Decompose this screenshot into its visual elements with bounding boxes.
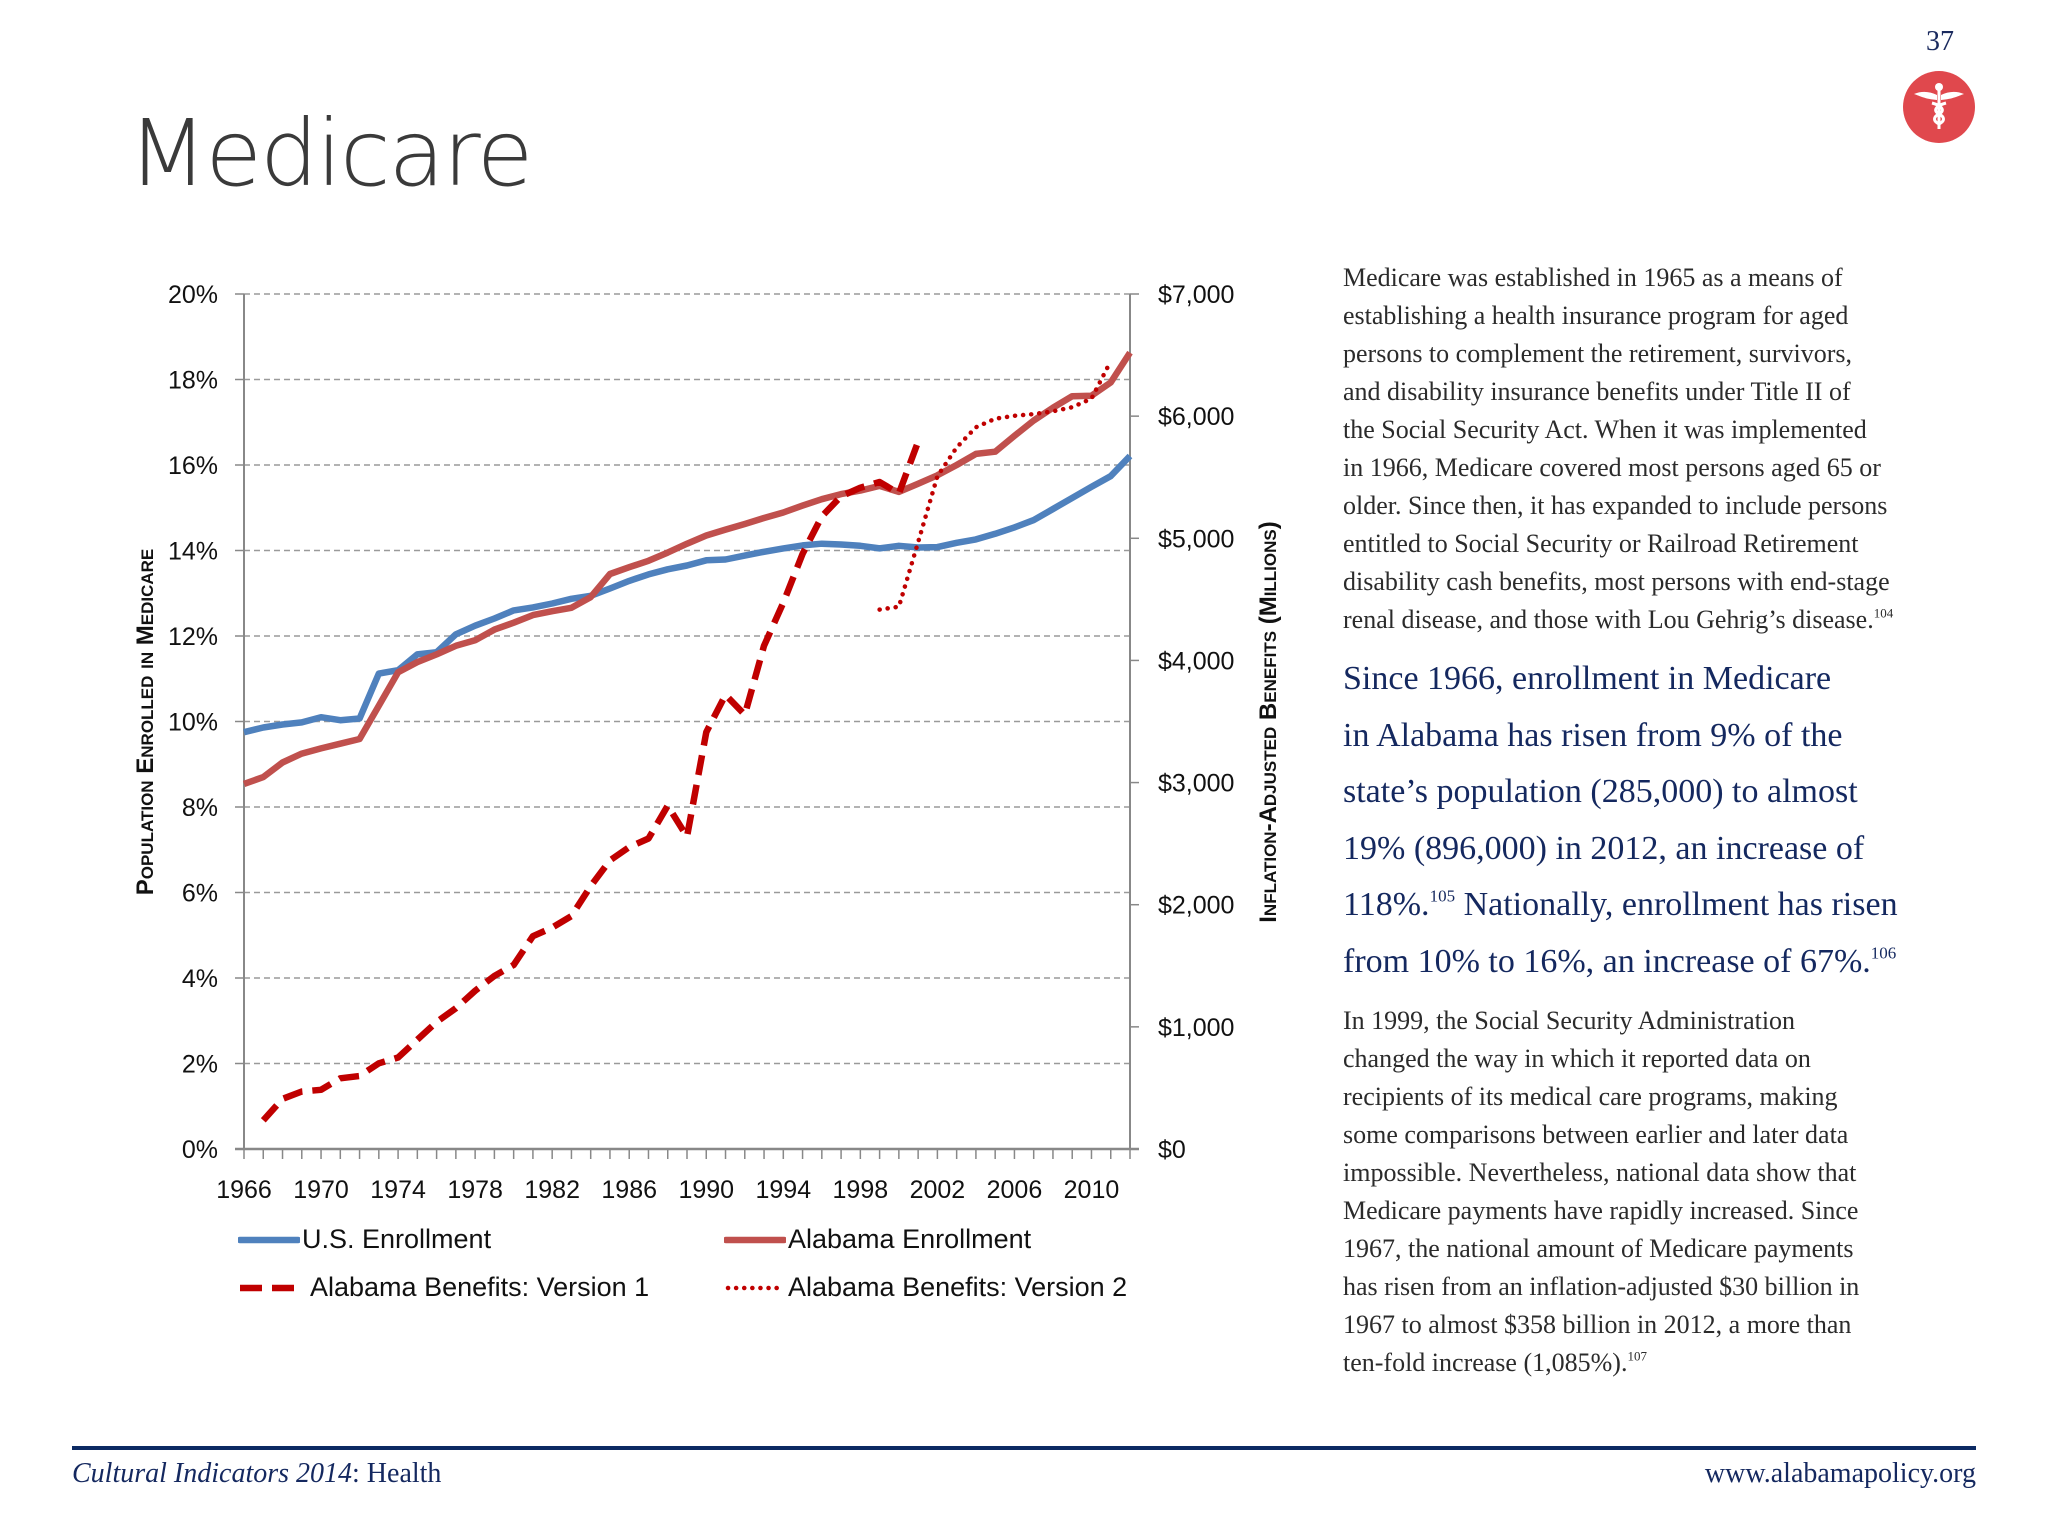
x-tick-label: 2002 [910, 1176, 966, 1204]
page-number: 37 [1926, 26, 1954, 57]
legend-label: U.S. Enrollment [302, 1224, 492, 1254]
x-tick-label: 1982 [524, 1176, 580, 1204]
text-line: some comparisons between earlier and lat… [1343, 1120, 1849, 1149]
text-line: renal disease, and those with Lou Gehrig… [1343, 605, 1894, 634]
text-line: 118%.105 Nationally, enrollment has rise… [1343, 886, 1898, 923]
legend-swatch-solid-red [724, 1236, 786, 1243]
y2-tick-label: $0 [1158, 1136, 1186, 1164]
text-line: disability cash benefits, most persons w… [1343, 567, 1890, 596]
series-lines [242, 350, 1133, 1123]
highlight-paragraph: Since 1966, enrollment in Medicare in Ala… [1343, 651, 1898, 990]
tick-labels: 0% 2% 4% 6% 8% 10% 12% 14% 16% 18% 20% $0 $1,000 $2,0… [168, 281, 1235, 1204]
closing-paragraph: In 1999, the Social Security Administrat… [1343, 1002, 1859, 1382]
y-tick-label: 20% [168, 281, 218, 309]
footnote-ref: 104 [1873, 605, 1894, 621]
series-line-benefits-v2 [877, 358, 1113, 612]
text-line: has risen from an inflation-adjusted $30… [1343, 1272, 1860, 1301]
y-tick-label: 4% [182, 965, 218, 993]
x-tick-label: 2006 [987, 1176, 1043, 1204]
x-tick-label: 2010 [1064, 1176, 1120, 1204]
y-tick-label: 2% [182, 1051, 218, 1079]
legend-label: Alabama Benefits: Version 1 [310, 1272, 650, 1302]
text-line: the Social Security Act. When it was imp… [1343, 415, 1867, 444]
footer-website[interactable]: www.alabamapolicy.org [1704, 1458, 1976, 1489]
legend-swatch-dashed [240, 1284, 298, 1291]
text-line: state’s population (285,000) to almost [1343, 773, 1858, 810]
x-tick-label: 1974 [370, 1176, 426, 1204]
y2-tick-label: $3,000 [1158, 770, 1234, 798]
footer-rule [72, 1446, 1976, 1450]
legend-benefits-v2: Alabama Benefits: Version 2 [724, 1272, 1127, 1303]
y-tick-label: 0% [182, 1136, 218, 1164]
text-line: 1967, the national amount of Medicare pa… [1343, 1234, 1854, 1263]
x-tick-label: 1990 [678, 1176, 734, 1204]
text-line: Medicare was established in 1965 as a me… [1343, 263, 1843, 292]
text-line: impossible. Nevertheless, national data … [1343, 1158, 1857, 1187]
legend-us-enrollment: U.S. Enrollment [238, 1224, 491, 1255]
legend-swatch-solid-blue [238, 1236, 300, 1243]
text-line: in Alabama has risen from 9% of the [1343, 716, 1843, 754]
text-line: changed the way in which it reported dat… [1343, 1044, 1811, 1073]
y2-tick-label: $6,000 [1158, 403, 1234, 431]
page-title: Medicare [128, 100, 533, 207]
y2-tick-label: $7,000 [1158, 281, 1234, 309]
text-line: recipients of its medical care programs,… [1343, 1082, 1838, 1111]
text-line: persons to complement the retirement, su… [1343, 339, 1853, 368]
legend-label: Alabama Benefits: Version 2 [788, 1272, 1128, 1302]
series-line-us-enrollment [243, 453, 1133, 736]
caduceus-icon [1903, 71, 1975, 143]
axes [235, 293, 1139, 1159]
y2-tick-label: $1,000 [1158, 1014, 1234, 1042]
x-tick-label: 1986 [601, 1176, 657, 1204]
y-axis-title: Population Enrolled in Medicare [132, 549, 159, 896]
x-tick-label: 1966 [216, 1176, 272, 1204]
text-line: In 1999, the Social Security Administrat… [1343, 1006, 1796, 1035]
footer-publication: Cultural Indicators 2014: Health [72, 1458, 442, 1489]
legend-benefits-v1: Alabama Benefits: Version 1 [238, 1272, 649, 1303]
text-line: Medicare payments have rapidly increased… [1343, 1196, 1859, 1225]
text-line: 1967 to almost $358 billion in 2012, a m… [1343, 1310, 1852, 1339]
y-tick-label: 16% [168, 452, 218, 480]
y2-tick-label: $2,000 [1158, 892, 1234, 920]
x-tick-label: 1998 [833, 1176, 889, 1204]
text-line: ten-fold increase (1,085%).107 [1343, 1348, 1647, 1377]
x-tick-label: 1994 [755, 1176, 811, 1204]
text-line: Since 1966, enrollment in Medicare [1343, 660, 1832, 697]
text-line: and disability insurance benefits under … [1343, 377, 1851, 406]
y-tick-label: 14% [168, 538, 218, 566]
text-line: 19% (896,000) in 2012, an increase of [1343, 829, 1865, 867]
legend-swatch-dotted [725, 1285, 785, 1290]
y2-axis-title: Inflation-Adjusted Benefits (Millions) [1255, 521, 1282, 923]
footnote-ref: 105 [1429, 886, 1456, 906]
y2-tick-label: $4,000 [1158, 647, 1234, 675]
legend-label: Alabama Enrollment [788, 1224, 1032, 1254]
y-tick-label: 18% [168, 367, 218, 395]
x-tick-label: 1978 [447, 1176, 503, 1204]
intro-paragraph: Medicare was established in 1965 as a me… [1343, 259, 1893, 639]
y-tick-label: 6% [182, 880, 218, 908]
series-line-benefits-v1 [260, 440, 922, 1123]
text-line: from 10% to 16%, an increase of 67%.106 [1343, 942, 1897, 980]
y-tick-label: 10% [168, 709, 218, 737]
text-line: in 1966, Medicare covered most persons a… [1343, 453, 1881, 482]
text-line: older. Since then, it has expanded to in… [1343, 491, 1888, 520]
text-line: entitled to Social Security or Railroad … [1343, 529, 1859, 558]
legend-alabama-enrollment: Alabama Enrollment [724, 1224, 1031, 1255]
y-tick-label: 8% [182, 794, 218, 822]
x-tick-label: 1970 [293, 1176, 349, 1204]
footnote-ref: 107 [1627, 1348, 1647, 1364]
y-tick-label: 12% [168, 623, 218, 651]
series-line-alabama-enrollment [242, 350, 1133, 787]
text-line: establishing a health insurance program … [1343, 301, 1849, 330]
y2-tick-label: $5,000 [1158, 525, 1234, 553]
footnote-ref: 106 [1870, 942, 1897, 962]
gridlines [244, 293, 1130, 1065]
